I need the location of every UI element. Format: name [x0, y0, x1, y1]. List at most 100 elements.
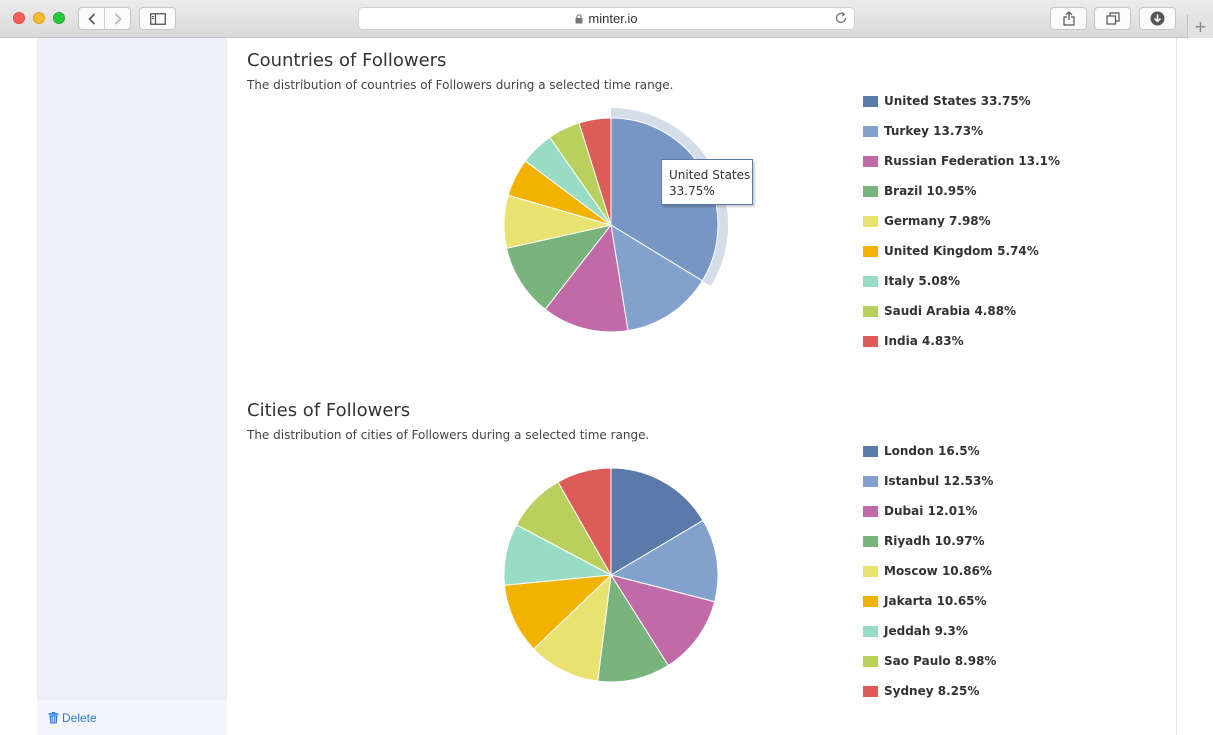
- countries-legend-item[interactable]: Turkey 13.73%: [863, 116, 1060, 146]
- legend-label: Turkey 13.73%: [884, 124, 984, 138]
- legend-label: Russian Federation 13.1%: [884, 154, 1061, 168]
- share-icon: [1062, 11, 1075, 26]
- zoom-window-button[interactable]: [53, 12, 65, 24]
- back-button[interactable]: [79, 8, 104, 29]
- legend-swatch: [863, 335, 878, 347]
- legend-label: Istanbul 12.53%: [884, 474, 994, 488]
- legend-swatch: [863, 625, 878, 637]
- cities-legend-item[interactable]: Dubai 12.01%: [863, 496, 996, 526]
- cities-pie-chart[interactable]: [490, 450, 740, 695]
- legend-swatch: [863, 685, 878, 697]
- legend-swatch: [863, 95, 878, 107]
- url-text: minter.io: [588, 11, 638, 26]
- countries-legend-item[interactable]: United States 33.75%: [863, 86, 1060, 116]
- pie-slice-moscow[interactable]: [533, 573, 612, 682]
- pie-slice-london[interactable]: [610, 467, 704, 576]
- legend-label: Sydney 8.25%: [884, 684, 980, 698]
- cities-legend-item[interactable]: Istanbul 12.53%: [863, 466, 996, 496]
- share-button[interactable]: [1050, 7, 1087, 30]
- countries-legend-item[interactable]: Germany 7.98%: [863, 206, 1060, 236]
- legend-label: London 16.5%: [884, 444, 980, 458]
- cities-legend-item[interactable]: Sydney 8.25%: [863, 676, 996, 706]
- legend-swatch: [863, 655, 878, 667]
- legend-swatch: [863, 535, 878, 547]
- plus-icon: +: [1193, 16, 1208, 36]
- legend-swatch: [863, 505, 878, 517]
- cities-legend-item[interactable]: Moscow 10.86%: [863, 556, 996, 586]
- countries-legend-item[interactable]: India 4.83%: [863, 326, 1060, 356]
- countries-legend-item[interactable]: Brazil 10.95%: [863, 176, 1060, 206]
- countries-legend: United States 33.75% Turkey 13.73% Russian…: [863, 86, 1060, 356]
- reload-icon[interactable]: [834, 11, 848, 25]
- sidebar-icon: [149, 12, 166, 25]
- countries-legend-item[interactable]: United Kingdom 5.74%: [863, 236, 1060, 266]
- cities-legend-item[interactable]: Riyadh 10.97%: [863, 526, 996, 556]
- minimize-window-button[interactable]: [33, 12, 45, 24]
- legend-label: Jeddah 9.3%: [884, 624, 968, 638]
- sidebar-footer: [37, 700, 227, 735]
- tooltip-label: United States: [669, 168, 751, 182]
- legend-label: Jakarta 10.65%: [884, 594, 987, 608]
- pie-slice-sydney[interactable]: [557, 467, 612, 577]
- legend-label: Riyadh 10.97%: [884, 534, 985, 548]
- cities-title: Cities of Followers: [247, 400, 411, 421]
- pie-slice-india[interactable]: [578, 117, 612, 226]
- legend-label: United States 33.75%: [884, 94, 1031, 108]
- legend-swatch: [863, 185, 878, 197]
- forward-button[interactable]: [104, 8, 130, 29]
- cities-subtitle: The distribution of cities of Followers …: [247, 428, 650, 442]
- legend-label: India 4.83%: [884, 334, 964, 348]
- content-right-border: [1176, 38, 1177, 735]
- cities-legend-item[interactable]: Jeddah 9.3%: [863, 616, 996, 646]
- legend-label: Italy 5.08%: [884, 274, 961, 288]
- countries-legend-item[interactable]: Saudi Arabia 4.88%: [863, 296, 1060, 326]
- navigation-buttons: [78, 7, 131, 30]
- legend-swatch: [863, 475, 878, 487]
- pie-tooltip: United States 33.75%: [661, 159, 753, 205]
- legend-swatch: [863, 215, 878, 227]
- legend-label: Sao Paulo 8.98%: [884, 654, 997, 668]
- legend-label: Moscow 10.86%: [884, 564, 992, 578]
- downloads-button[interactable]: [1139, 7, 1176, 30]
- tabs-overview-button[interactable]: [1094, 7, 1131, 30]
- pie-slice-riyadh[interactable]: [597, 573, 669, 683]
- cities-legend-item[interactable]: London 16.5%: [863, 436, 996, 466]
- countries-subtitle: The distribution of countries of Followe…: [247, 78, 674, 92]
- close-window-button[interactable]: [13, 12, 25, 24]
- address-bar[interactable]: minter.io: [358, 7, 855, 30]
- legend-label: Germany 7.98%: [884, 214, 991, 228]
- cities-legend: London 16.5% Istanbul 12.53% Dubai 12.01% R…: [863, 436, 996, 706]
- delete-link[interactable]: Delete: [48, 711, 97, 725]
- pie-slice-turkey[interactable]: [610, 224, 703, 332]
- legend-label: Saudi Arabia 4.88%: [884, 304, 1017, 318]
- sidebar: [37, 38, 227, 735]
- countries-legend-item[interactable]: Italy 5.08%: [863, 266, 1060, 296]
- legend-swatch: [863, 275, 878, 287]
- pie-slice-jakarta[interactable]: [503, 574, 613, 650]
- legend-swatch: [863, 305, 878, 317]
- pie-slice-dubai[interactable]: [609, 574, 716, 667]
- download-icon: [1150, 11, 1165, 26]
- legend-label: United Kingdom 5.74%: [884, 244, 1039, 258]
- new-tab-button[interactable]: +: [1187, 14, 1213, 38]
- chevron-right-icon: [114, 12, 122, 25]
- countries-title: Countries of Followers: [247, 50, 447, 71]
- countries-pie-chart[interactable]: [490, 100, 740, 345]
- legend-swatch: [863, 445, 878, 457]
- legend-swatch: [863, 595, 878, 607]
- lock-icon: [575, 13, 583, 23]
- legend-swatch: [863, 565, 878, 577]
- delete-label: Delete: [62, 711, 97, 725]
- legend-swatch: [863, 125, 878, 137]
- tooltip-value: 33.75%: [669, 184, 715, 198]
- countries-legend-item[interactable]: Russian Federation 13.1%: [863, 146, 1060, 176]
- legend-label: Dubai 12.01%: [884, 504, 978, 518]
- tabs-icon: [1105, 12, 1120, 25]
- chevron-left-icon: [87, 12, 95, 25]
- sidebar-toggle-button[interactable]: [139, 7, 176, 30]
- pie-slice-russian-federation[interactable]: [544, 223, 629, 333]
- pie-slice-brazil[interactable]: [505, 224, 613, 311]
- cities-legend-item[interactable]: Sao Paulo 8.98%: [863, 646, 996, 676]
- legend-swatch: [863, 245, 878, 257]
- cities-legend-item[interactable]: Jakarta 10.65%: [863, 586, 996, 616]
